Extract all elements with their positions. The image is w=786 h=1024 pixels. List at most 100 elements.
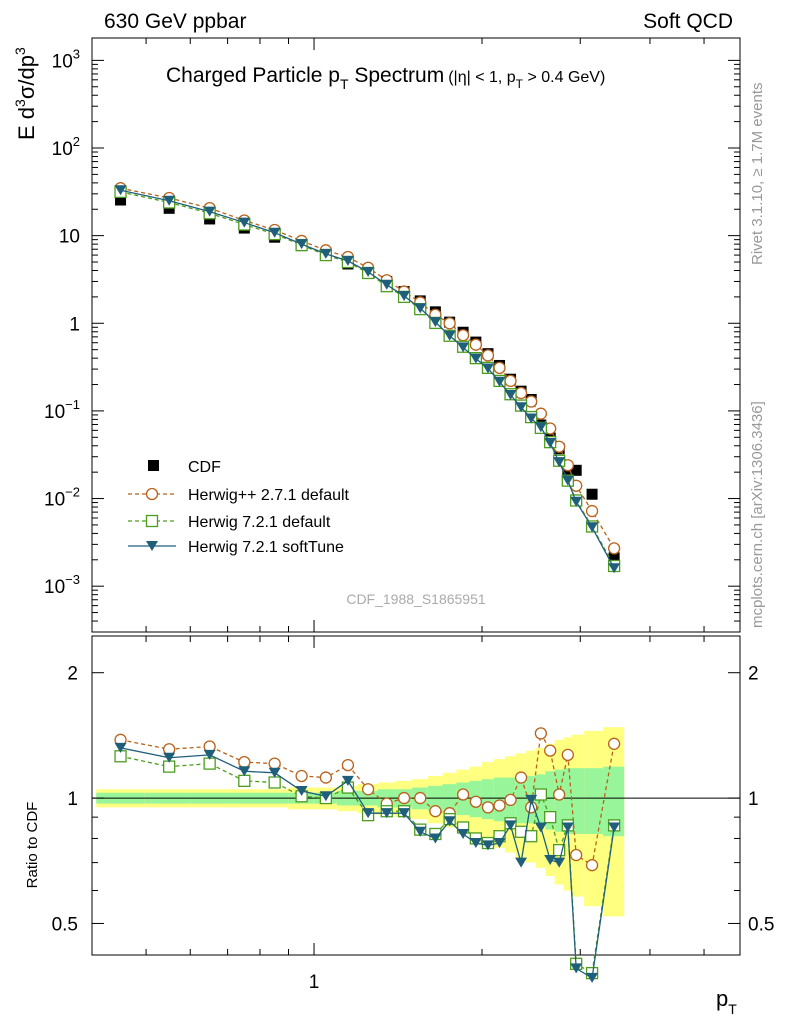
ratio-band-inner: [545, 771, 555, 830]
ratio-point-3: [553, 857, 566, 868]
ratio-point-1: [319, 771, 333, 784]
legend-entry-cdf: CDF: [148, 459, 221, 476]
rivet-label: Rivet 3.1.10, ≥ 1.7M events: [749, 83, 766, 266]
main-plot-frame: [91, 37, 741, 633]
main-point-0: [586, 488, 598, 500]
ylabel-sup1: 3: [12, 99, 28, 107]
main-point-3: [341, 255, 354, 266]
ratio-line-2: [120, 755, 615, 975]
ratio-point-3: [493, 838, 506, 849]
legend-marker-herwigpp: [145, 487, 159, 501]
ylabel-mid: σ/dp: [14, 55, 39, 99]
ratio-point-3: [362, 808, 375, 819]
ratio-point-1: [607, 737, 621, 750]
main-point-1: [525, 395, 538, 408]
ratio-point-1: [414, 791, 427, 805]
ratio-plot-frame: [91, 635, 741, 956]
ratio-point-3: [319, 791, 332, 802]
main-y-tick-label: 103: [52, 46, 80, 72]
main-point-3: [493, 376, 506, 387]
ratio-band-inner: [572, 768, 585, 834]
ratio-band-inner: [515, 775, 527, 824]
ratio-point-1: [481, 801, 495, 814]
main-point-3: [553, 457, 566, 468]
ratio-point-1: [570, 848, 583, 862]
legend-label-herwigpp: Herwig++ 2.7.1 default: [188, 487, 350, 504]
ratio-point-1: [493, 799, 506, 812]
header-left: 630 GeV ppbar: [104, 10, 246, 33]
main-line-3: [120, 189, 615, 569]
main-point-3: [534, 422, 547, 433]
ratio-point-3: [163, 752, 176, 763]
title-cond-sub: T: [516, 77, 524, 91]
ratio-band-inner: [563, 768, 573, 834]
legend-marker-herwig7-softtune: [146, 541, 158, 551]
ratio-point-1: [504, 793, 517, 807]
ratio-point-1: [361, 783, 375, 796]
main-point-1: [607, 542, 621, 555]
main-point-3: [295, 239, 308, 250]
title-main-sub: T: [340, 76, 349, 92]
main-point-3: [238, 217, 251, 228]
tick-base: 1: [69, 314, 80, 335]
ratio-line-1: [120, 731, 615, 867]
title-cond-a: (|η| < 1, p: [448, 69, 516, 86]
ratio-point-1: [544, 744, 557, 757]
main-y-tick-label: 10−3: [44, 572, 80, 598]
ratio-point-3: [238, 766, 251, 777]
xlabel-sub: T: [728, 1001, 737, 1017]
analysis-id: CDF_1988_S1865951: [346, 591, 486, 607]
x-tick-label: 1: [309, 972, 320, 993]
tick-base: 10: [52, 51, 73, 72]
ratio-y-tick-label: 2: [67, 664, 78, 685]
main-point-3: [570, 496, 583, 507]
ratio-point-1: [268, 757, 281, 770]
ratio-point-3: [429, 833, 442, 844]
main-point-3: [608, 563, 621, 574]
ratio-point-3: [469, 838, 482, 849]
main-point-3: [515, 402, 528, 413]
ylabel-base: E d: [14, 107, 39, 140]
legend-entry-herwig7-default: Herwig 7.2.1 default: [128, 514, 331, 531]
ratio-point-2: [525, 830, 538, 843]
main-point-3: [319, 248, 332, 259]
ratio-y-tick-label: 0.5: [52, 914, 78, 935]
ratio-plot-series: [114, 727, 621, 983]
header-right: Soft QCD: [643, 10, 733, 33]
main-point-3: [469, 353, 482, 364]
main-point-3: [414, 303, 427, 314]
ratio-point-3: [380, 808, 393, 819]
tick-base: 10: [59, 227, 80, 248]
title-cond-b: > 0.4 GeV): [523, 69, 605, 86]
main-point-1: [469, 338, 483, 351]
title-main: Charged Particle p: [166, 64, 340, 87]
main-point-3: [544, 438, 557, 449]
ratio-point-3: [608, 822, 621, 833]
ratio-point-1: [514, 771, 528, 784]
tick-exponent: −1: [65, 397, 80, 412]
main-point-1: [443, 317, 456, 330]
main-point-0: [608, 552, 620, 564]
main-point-1: [585, 504, 599, 518]
chart-title: Charged Particle pT Spectrum (|η| < 1, pT…: [166, 64, 605, 92]
main-y-tick-label: 1: [69, 314, 80, 335]
main-plot-series: [114, 182, 621, 574]
tick-exponent: 3: [73, 46, 80, 61]
tick-base: 10: [44, 490, 65, 511]
ratio-point-3: [268, 767, 281, 778]
ratio-point-3: [561, 822, 574, 833]
ratio-point-2: [534, 788, 548, 801]
ratio-point-3: [544, 855, 557, 866]
main-point-3: [586, 522, 599, 533]
ratio-point-3: [341, 775, 354, 786]
ylabel-sup2: 3: [12, 47, 28, 55]
tick-exponent: −2: [65, 485, 80, 500]
main-point-0: [115, 194, 127, 206]
ratio-point-3: [203, 749, 216, 760]
main-point-1: [481, 349, 495, 362]
ratio-point-2: [238, 774, 251, 787]
ratio-point-3: [114, 742, 127, 753]
main-point-3: [362, 266, 375, 277]
